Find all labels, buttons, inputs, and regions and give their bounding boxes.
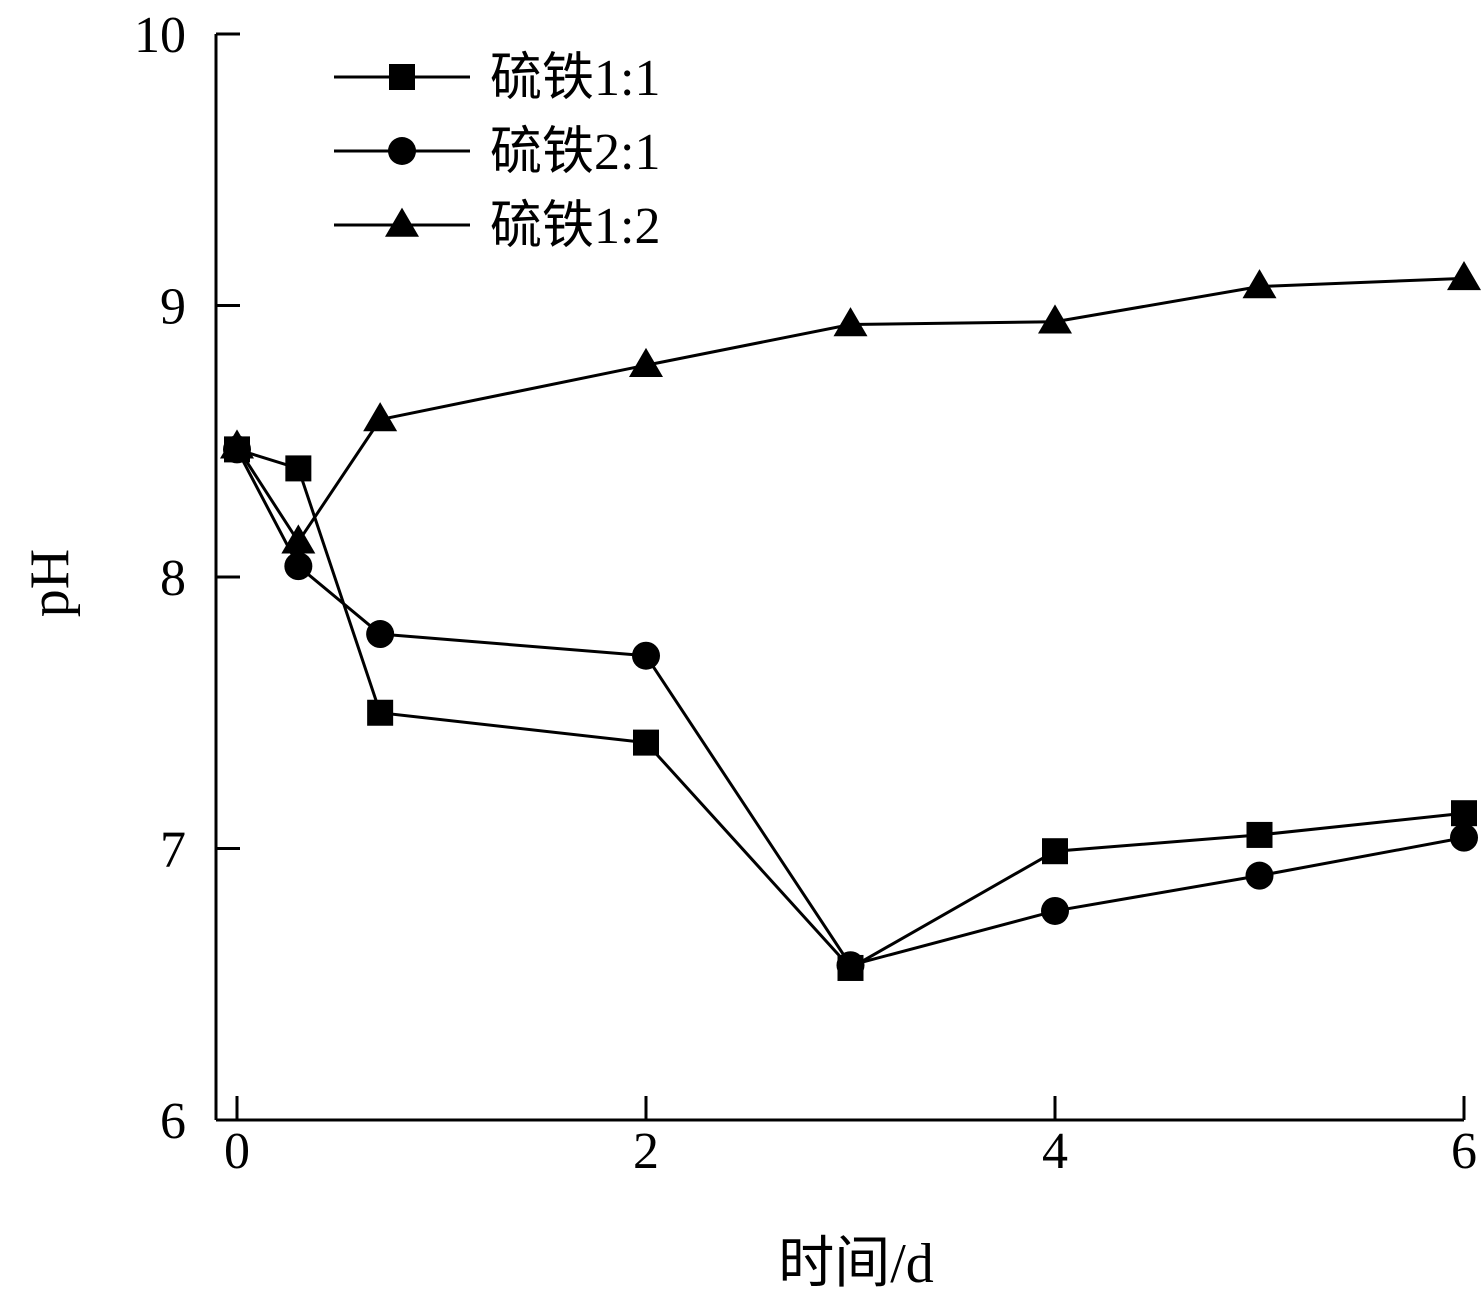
legend-item: 硫铁2:1	[334, 124, 660, 181]
legend-label: 硫铁1:1	[490, 50, 660, 107]
y-tick-label: 9	[160, 279, 186, 336]
circle-marker	[632, 641, 660, 670]
legend-item: 硫铁1:2	[334, 198, 660, 255]
series	[223, 435, 1478, 980]
square-marker	[1042, 838, 1068, 865]
triangle-marker	[281, 524, 316, 554]
series-group	[220, 260, 1481, 981]
legend-label: 硫铁2:1	[490, 124, 660, 181]
y-axis-title: pH	[19, 549, 81, 617]
square-marker	[633, 729, 659, 756]
square-marker	[389, 64, 415, 90]
circle-marker	[388, 137, 416, 165]
series-line	[235, 276, 1465, 545]
square-marker	[285, 455, 312, 482]
square-marker	[1246, 821, 1273, 848]
square-marker	[367, 699, 394, 726]
triangle-marker	[1038, 304, 1072, 334]
circle-marker	[366, 620, 395, 649]
triangle-marker	[363, 402, 398, 432]
y-tick-label: 8	[160, 550, 186, 607]
series-line	[236, 447, 1465, 970]
x-tick-label: 4	[1042, 1123, 1068, 1180]
square-marker	[1451, 800, 1477, 827]
circle-marker	[1450, 823, 1478, 852]
circle-marker	[1041, 896, 1069, 925]
triangle-marker	[629, 347, 663, 377]
circle-marker	[1245, 861, 1274, 890]
legend: 硫铁1:1 硫铁2:1 硫铁1:2	[334, 50, 660, 255]
series	[220, 260, 1481, 554]
triangle-marker	[1242, 269, 1277, 299]
legend-label: 硫铁1:2	[490, 198, 660, 255]
x-axis-title: 时间/d	[778, 1233, 934, 1295]
ticks: 6 7 8 9 10 0 2 4 6	[134, 7, 1477, 1180]
x-tick-label: 6	[1451, 1123, 1477, 1180]
triangle-marker	[833, 307, 868, 337]
y-tick-label: 7	[160, 822, 186, 879]
y-tick-label: 6	[160, 1093, 186, 1150]
legend-item: 硫铁1:1	[334, 50, 660, 107]
y-tick-label: 10	[134, 7, 186, 64]
x-tick-label: 2	[633, 1123, 659, 1180]
circle-marker	[836, 951, 865, 980]
series-line	[235, 448, 1465, 967]
triangle-marker	[220, 429, 254, 459]
x-tick-label: 0	[224, 1123, 250, 1180]
circle-marker	[284, 552, 313, 581]
triangle-marker	[1447, 260, 1481, 291]
triangle-marker	[385, 207, 419, 237]
series	[224, 436, 1477, 981]
